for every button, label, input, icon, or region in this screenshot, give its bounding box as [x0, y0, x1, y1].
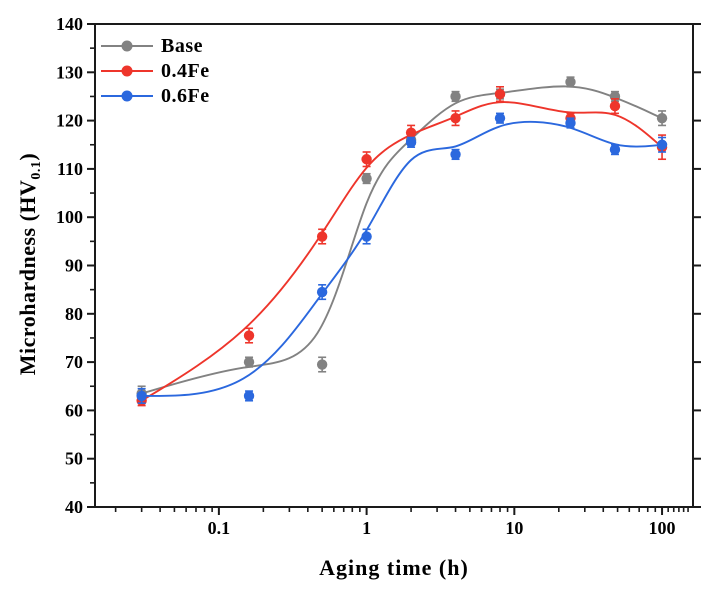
data-point-04fe — [405, 127, 417, 138]
y-tick-label: 120 — [56, 111, 83, 131]
y-tick-label: 130 — [56, 62, 83, 82]
data-point-04fe — [243, 330, 255, 341]
series-06fe — [136, 112, 668, 404]
legend-label-04fe: 0.4Fe — [161, 59, 210, 82]
data-point-06fe — [361, 231, 372, 242]
data-point-06fe — [243, 390, 255, 402]
legend-dot — [121, 65, 133, 76]
legend-dot — [121, 90, 133, 101]
y-tick-label: 110 — [57, 159, 83, 179]
data-point-04fe — [316, 231, 328, 242]
data-point-04fe — [609, 100, 621, 112]
data-point-base — [243, 356, 255, 368]
legend-item-04fe: 0.4Fe — [101, 58, 210, 83]
y-tick-label: 90 — [65, 256, 83, 276]
legend-dot — [121, 40, 133, 51]
data-point-base — [450, 91, 461, 102]
data-point-base — [565, 76, 576, 88]
data-point-04fe — [494, 88, 506, 100]
legend: Base 0.4Fe 0.6Fe — [101, 33, 210, 108]
y-tick-label: 100 — [56, 207, 83, 227]
series-line-06fe — [141, 120, 663, 397]
x-axis-title: Aging time (h) — [319, 555, 469, 580]
y-axis-title-sub: 0.1 — [29, 160, 45, 180]
legend-marker-04fe-icon — [101, 65, 153, 76]
data-point-06fe — [609, 144, 621, 155]
x-tick-label: 10 — [505, 518, 523, 538]
legend-item-06fe: 0.6Fe — [101, 83, 210, 108]
y-tick-label: 60 — [65, 400, 83, 420]
data-point-base — [656, 112, 668, 124]
y-tick-label: 50 — [65, 449, 83, 469]
data-point-06fe — [656, 139, 668, 150]
legend-label-06fe: 0.6Fe — [161, 84, 210, 107]
y-tick-label: 80 — [65, 304, 83, 324]
data-point-base — [316, 359, 328, 370]
data-point-06fe — [565, 117, 576, 129]
data-point-base — [361, 173, 372, 184]
data-point-06fe — [450, 149, 461, 160]
data-point-04fe — [361, 154, 372, 165]
x-tick-label: 1 — [362, 518, 371, 538]
data-point-06fe — [494, 112, 506, 124]
legend-label-base: Base — [161, 34, 203, 57]
y-axis-title: Microhardness (HV0.1) — [15, 153, 45, 376]
y-tick-label: 70 — [65, 352, 83, 372]
x-tick-label: 100 — [649, 518, 676, 538]
y-axis-title-post: ) — [14, 152, 40, 161]
legend-item-base: Base — [101, 33, 210, 58]
legend-marker-base-icon — [101, 40, 153, 51]
data-point-04fe — [450, 112, 461, 124]
legend-marker-06fe-icon — [101, 90, 153, 101]
data-point-06fe — [316, 286, 328, 298]
data-point-06fe — [405, 137, 417, 148]
y-axis-title-pre: Microhardness (HV — [14, 179, 40, 376]
x-tick-label: 0.1 — [208, 518, 231, 538]
y-tick-label: 40 — [65, 497, 83, 517]
y-tick-label: 140 — [56, 14, 83, 34]
data-point-06fe — [136, 390, 147, 402]
